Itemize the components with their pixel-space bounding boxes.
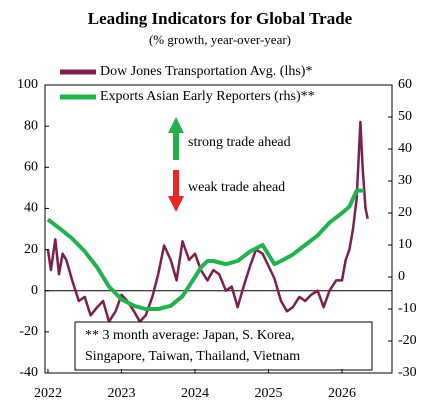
y2-tick-label: 60 xyxy=(398,77,412,92)
y2-tick-label: -10 xyxy=(398,301,417,316)
note: Singapore, Taiwan, Thailand, Vietnam xyxy=(85,349,300,364)
y2-tick-label: -20 xyxy=(398,333,417,348)
annotation: strong trade ahead xyxy=(188,135,291,150)
series-line xyxy=(46,188,365,311)
y2-tick-label: 10 xyxy=(398,237,412,252)
y-tick-label: 80 xyxy=(24,118,38,133)
y2-tick-label: 0 xyxy=(398,269,405,284)
chart-subtitle: (% growth, year-over-year) xyxy=(149,32,291,47)
y-tick-label: 0 xyxy=(31,283,38,298)
y-tick-label: -20 xyxy=(19,324,38,339)
x-tick-label: 2026 xyxy=(328,386,356,401)
x-tick-label: 2023 xyxy=(107,386,135,401)
y2-tick-label: 50 xyxy=(398,109,412,124)
plot-frame xyxy=(44,84,393,374)
series-line xyxy=(46,120,369,323)
y2-tick-label: -30 xyxy=(398,365,417,380)
y-tick-label: 40 xyxy=(24,201,38,216)
x-tick-label: 2022 xyxy=(34,386,62,401)
y-tick-label: -40 xyxy=(19,365,38,380)
legend-label: Exports Asian Early Reporters (rhs)** xyxy=(100,89,315,104)
annotation: weak trade ahead xyxy=(188,180,285,195)
y-tick-label: 20 xyxy=(24,242,38,257)
y2-tick-label: 20 xyxy=(398,205,412,220)
down-arrow xyxy=(168,170,184,212)
note: ** 3 month average: Japan, S. Korea, xyxy=(85,328,295,343)
y2-tick-label: 40 xyxy=(398,141,412,156)
y2-tick-label: 30 xyxy=(398,173,412,188)
y-tick-label: 100 xyxy=(17,77,38,92)
x-tick-label: 2024 xyxy=(181,386,209,401)
chart-title: Leading Indicators for Global Trade xyxy=(88,9,353,28)
note-box xyxy=(74,321,373,371)
legend-label: Dow Jones Transportation Avg. (lhs)* xyxy=(100,64,312,79)
up-arrow xyxy=(168,117,184,160)
x-tick-label: 2025 xyxy=(254,386,282,401)
y-tick-label: 60 xyxy=(24,160,38,175)
